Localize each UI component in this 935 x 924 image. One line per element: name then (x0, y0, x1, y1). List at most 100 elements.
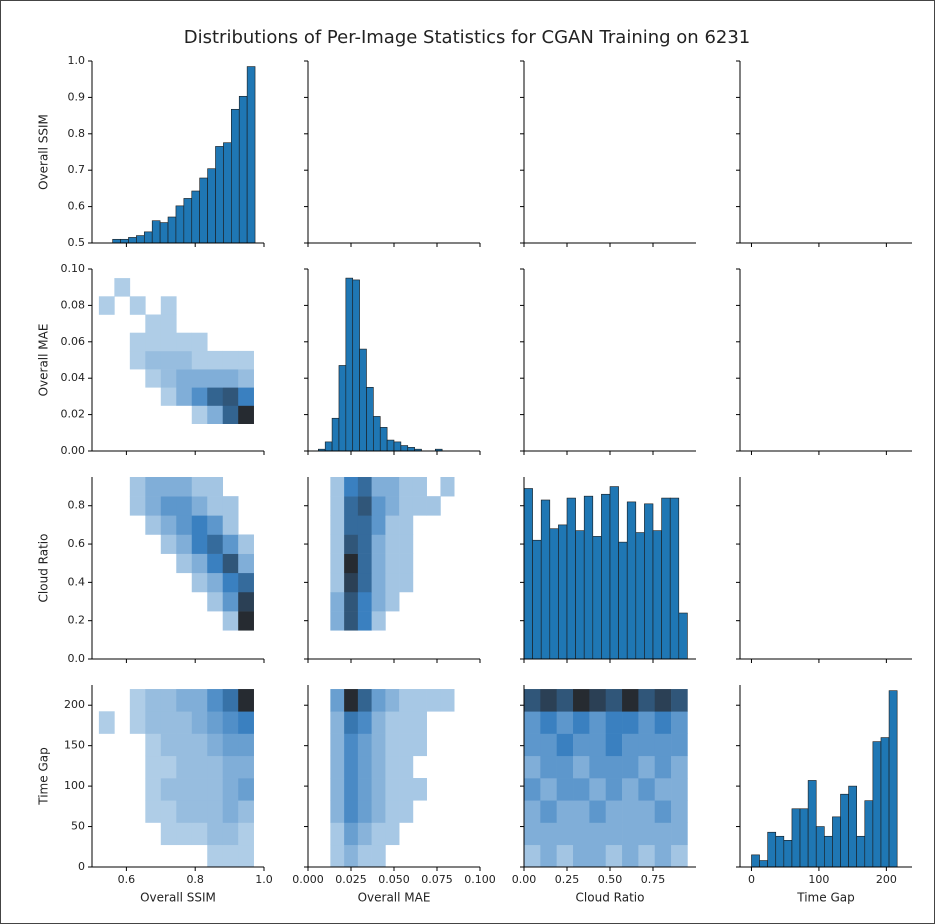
heatmap-cell (385, 534, 400, 554)
heatmap-cell (589, 778, 606, 801)
heatmap-cell (440, 689, 455, 712)
histogram-bar (644, 503, 654, 660)
heatmap-cell (399, 689, 414, 712)
histogram-bar (540, 499, 551, 660)
heatmap-cell (191, 496, 208, 516)
heatmap-cell (176, 515, 193, 535)
heatmap-cell (357, 844, 372, 868)
heatmap-cell (385, 553, 400, 574)
y-tick-label: 0.4 (68, 575, 86, 588)
heatmap-cell (344, 572, 359, 593)
histogram-bar (652, 530, 662, 660)
heatmap-cell (671, 755, 688, 779)
heatmap-cell (176, 496, 193, 516)
heatmap-cell (371, 689, 386, 712)
heatmap-cell (207, 515, 224, 535)
heatmap-cell (176, 778, 193, 801)
heatmap-cell (385, 572, 400, 593)
heatmap-cell (622, 778, 639, 801)
heatmap-cell (222, 611, 239, 631)
heatmap-cell (238, 778, 254, 801)
heatmap-cell (385, 591, 400, 612)
heatmap-cell (357, 689, 372, 712)
heatmap-cell (191, 733, 208, 757)
histogram-bar (759, 860, 768, 868)
heatmap-cell (145, 496, 162, 516)
heatmap-cell (371, 591, 386, 612)
heatmap-cell (638, 711, 656, 734)
heatmap-cell (638, 755, 656, 779)
x-axis-label: Overall SSIM (140, 891, 216, 905)
heatmap-cell (357, 778, 372, 801)
heatmap-cell (573, 733, 590, 757)
histogram-bar (199, 177, 208, 244)
x-tick-label: 0.050 (378, 873, 410, 886)
heatmap-cell (176, 350, 193, 370)
histogram-bar (379, 427, 388, 452)
heatmap-cell (222, 778, 239, 801)
histogram-bar (669, 497, 680, 660)
heatmap-cell (654, 711, 672, 734)
heatmap-cell (589, 755, 606, 779)
heatmap-cell (222, 800, 239, 823)
heatmap-cell (330, 711, 345, 734)
histogram-bar (783, 840, 793, 868)
histogram-bar (120, 238, 129, 244)
heatmap-cell (371, 755, 386, 779)
heatmap-cell (371, 477, 386, 497)
histogram-bar (661, 497, 671, 660)
heatmap-cell (654, 778, 672, 801)
heatmap-cell (371, 778, 386, 801)
histogram-bar (575, 530, 585, 660)
heatmap-cell (605, 844, 623, 868)
y-tick-label: 0.0 (68, 652, 86, 665)
heatmap-cell (145, 332, 162, 352)
heatmap-cell (540, 689, 557, 712)
heatmap-cell (605, 778, 623, 801)
heatmap-cell (344, 515, 359, 535)
heatmap-cell (357, 534, 372, 554)
heatmap-cell (622, 844, 639, 868)
histogram-bar (767, 831, 777, 868)
heatmap-cell (176, 800, 193, 823)
heatmap-cell (207, 689, 224, 712)
heatmap-cell (207, 534, 224, 554)
histogram-bar (352, 279, 360, 452)
histogram-bar (143, 231, 153, 244)
heatmap-cell (638, 778, 656, 801)
heatmap-cell (129, 711, 146, 734)
y-tick-label: 150 (64, 739, 85, 752)
heatmap-cell (671, 778, 688, 801)
heatmap-cell (145, 778, 162, 801)
heatmap-cell (671, 844, 688, 868)
heatmap-cell (385, 822, 400, 846)
heatmap-cell (357, 733, 372, 757)
chart-title: Distributions of Per-Image Statistics fo… (184, 27, 751, 48)
heatmap-cell (371, 844, 386, 868)
x-tick-label: 0.25 (555, 873, 580, 886)
heatmap-cell (160, 314, 177, 333)
heatmap-cell (385, 733, 400, 757)
histogram-bar (207, 168, 216, 244)
heatmap-cell (622, 755, 639, 779)
heatmap-cell (344, 844, 359, 868)
heatmap-cell (207, 733, 224, 757)
heatmap-cell (399, 778, 414, 801)
heatmap-cell (145, 477, 162, 497)
heatmap-cell (524, 733, 541, 757)
heatmap-cell (145, 755, 162, 779)
heatmap-cell (399, 800, 414, 823)
heatmap-cell (238, 611, 254, 631)
heatmap-cell (207, 778, 224, 801)
heatmap-cell (605, 822, 623, 846)
heatmap-cell (207, 572, 224, 593)
histogram-bar (824, 835, 833, 868)
histogram-bar (791, 808, 801, 868)
heatmap-cell (191, 534, 208, 554)
heatmap-cell (589, 733, 606, 757)
histogram-bar (151, 220, 161, 244)
x-axis-label: Time Gap (796, 891, 854, 905)
heatmap-cell (622, 689, 639, 712)
histogram-bar (678, 612, 688, 660)
heatmap-cell (160, 296, 177, 315)
